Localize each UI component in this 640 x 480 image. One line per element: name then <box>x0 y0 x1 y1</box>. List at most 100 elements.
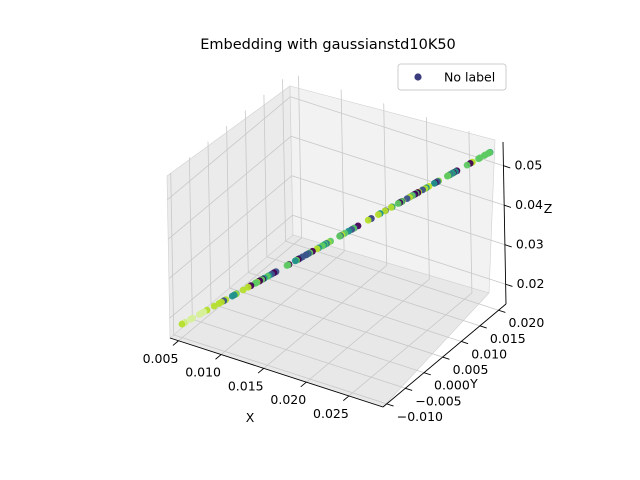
z-grid-line <box>167 96 291 201</box>
z-tick <box>504 244 512 248</box>
data-point <box>475 155 482 163</box>
x-tick-label: 0.010 <box>185 365 221 380</box>
y-grid-line <box>210 303 425 374</box>
x-axis-label: X <box>246 410 255 425</box>
y-tick-label: 0.020 <box>509 315 545 330</box>
data-point <box>228 292 236 300</box>
x-grid-line <box>263 265 387 369</box>
y-tick <box>423 372 431 376</box>
tick-marks <box>172 165 513 407</box>
legend-box <box>397 63 507 91</box>
y-tick <box>405 387 413 391</box>
y-tick <box>498 309 506 313</box>
y-tick <box>479 325 487 329</box>
y-tick-label: −0.010 <box>397 409 443 424</box>
axis-lines <box>169 141 507 408</box>
grid-lines <box>167 75 506 405</box>
y-grid-line <box>188 157 193 320</box>
z-grid-line <box>290 96 504 167</box>
z-grid-line <box>167 135 292 240</box>
x-tick <box>215 354 222 360</box>
z-tick-label: 0.02 <box>517 276 545 291</box>
data-point <box>387 204 395 211</box>
data-point <box>444 172 451 180</box>
y-grid-line <box>170 172 175 335</box>
legend: No label <box>397 63 507 91</box>
x-tick <box>172 340 179 346</box>
x-grid-line <box>425 117 430 280</box>
x-tick-label: 0.015 <box>228 378 264 393</box>
legend-marker <box>414 73 422 81</box>
x-tick-label: 0.005 <box>143 351 179 366</box>
x-tick <box>300 381 307 388</box>
y-tick <box>442 356 450 360</box>
y-tick <box>386 403 394 407</box>
data-point <box>244 283 252 291</box>
x-grid-line <box>340 89 345 252</box>
data-point <box>195 311 203 318</box>
z-tick <box>505 283 513 287</box>
axis-panes <box>166 85 496 408</box>
z-tick <box>503 165 511 169</box>
x-axis-line <box>169 337 384 408</box>
data-point <box>394 200 402 207</box>
z-grid-line <box>169 214 293 319</box>
z-axis-line <box>502 141 507 305</box>
data-point <box>178 320 186 328</box>
z-tick <box>504 204 512 208</box>
data-point <box>283 262 291 269</box>
y-grid-line <box>173 334 387 405</box>
y-axis-line <box>382 303 507 408</box>
y-grid-line <box>244 110 249 273</box>
y-tick-label: 0.010 <box>471 346 507 361</box>
z-tick-label: 0.03 <box>516 237 544 252</box>
data-point <box>430 180 438 187</box>
data-point <box>291 257 299 265</box>
x-grid-line <box>348 292 473 397</box>
data-point <box>364 216 372 224</box>
z-grid-line <box>292 214 506 285</box>
y-grid-line <box>226 126 231 289</box>
x-tick <box>343 395 350 401</box>
data-point <box>336 232 343 240</box>
y-grid-line <box>229 287 443 358</box>
data-point <box>375 211 382 219</box>
y-grid-line <box>285 240 499 311</box>
y-tick-label: 0.000 <box>434 378 470 393</box>
y-tick-label: 0.015 <box>490 331 526 346</box>
y-grid-line <box>192 318 406 389</box>
z-tick-label: 0.05 <box>514 158 542 173</box>
legend-label: No label <box>444 70 495 85</box>
x-grid-line <box>383 103 388 266</box>
chart-title: Embedding with gaussianstd10K50 <box>200 37 456 53</box>
x-tick <box>257 368 265 374</box>
z-axis-label: Z <box>544 201 553 216</box>
z-grid-line <box>291 135 505 206</box>
y-grid-line <box>266 256 481 327</box>
x-tick-label: 0.020 <box>270 392 306 407</box>
x-grid-line <box>220 251 345 355</box>
data-point <box>187 315 195 323</box>
x-grid-line <box>468 130 473 293</box>
y-tick-label: 0.005 <box>453 362 489 377</box>
y-tick-label: −0.005 <box>415 393 461 408</box>
x-tick-label: 0.025 <box>313 406 349 421</box>
x-grid-line <box>306 278 430 383</box>
y-tick <box>461 341 469 345</box>
z-tick-label: 0.04 <box>515 197 543 212</box>
x-grid-line <box>298 75 302 238</box>
y-grid-line <box>248 272 462 342</box>
data-point <box>463 161 471 169</box>
y-grid-line <box>263 94 268 257</box>
y-grid-line <box>282 79 286 242</box>
z-grid-line <box>168 175 293 280</box>
z-grid-line <box>291 175 506 246</box>
y-axis-label: Y <box>469 376 478 391</box>
scatter-points <box>178 148 494 328</box>
y-grid-line <box>207 141 212 304</box>
data-point <box>210 302 218 310</box>
data-point <box>239 286 247 294</box>
